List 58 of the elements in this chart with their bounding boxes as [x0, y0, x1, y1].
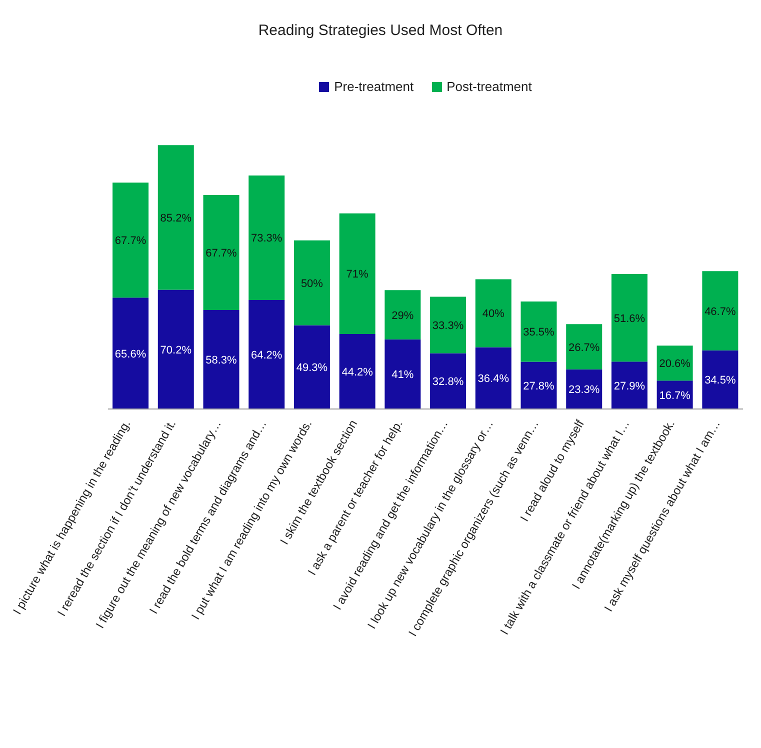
bar [475, 279, 512, 348]
data-label: 26.7% [568, 342, 600, 354]
data-label: 46.7% [704, 306, 736, 318]
data-label: 34.5% [704, 374, 736, 387]
bar [430, 353, 466, 409]
bar [203, 310, 240, 409]
bar [294, 325, 330, 409]
data-label: 85.2% [160, 212, 192, 224]
data-label: 36.4% [478, 373, 510, 386]
legend-label: Pre-treatment [333, 79, 414, 94]
data-label: 40% [482, 308, 505, 320]
data-label: 58.3% [206, 354, 238, 366]
bar [384, 290, 421, 340]
data-label: 65.6% [114, 348, 146, 360]
bar [384, 339, 421, 409]
bar [112, 182, 149, 298]
bar [158, 290, 194, 409]
bar [158, 145, 194, 290]
data-label: 29% [392, 310, 414, 322]
chart-title: Reading Strategies Used Most Often [257, 21, 504, 39]
data-label: 27.8% [523, 380, 555, 392]
data-label: 71% [346, 268, 369, 281]
data-label: 64.2% [251, 349, 282, 362]
bar [656, 346, 693, 381]
data-label: 50% [300, 278, 324, 290]
bar [702, 350, 738, 409]
bar [203, 195, 240, 310]
data-label: 23.3% [568, 384, 600, 396]
data-label: 70.2% [160, 344, 192, 356]
data-label: 73.3% [251, 232, 282, 245]
data-label: 27.9% [614, 380, 646, 392]
bar [520, 302, 557, 362]
bar [112, 298, 149, 409]
bar [566, 324, 602, 370]
data-label: 67.7% [206, 248, 238, 260]
data-label: 51.6% [614, 312, 646, 325]
data-label: 20.6% [659, 358, 691, 370]
bar [294, 240, 330, 326]
bar [339, 334, 376, 409]
bar [566, 369, 602, 409]
bar [248, 176, 285, 300]
bar [520, 362, 557, 409]
bar [248, 300, 285, 409]
legend-label: Post-treatment [446, 79, 532, 94]
bar [339, 213, 376, 334]
data-label: 32.8% [432, 376, 464, 388]
bar [475, 347, 512, 409]
data-label: 44.2% [342, 366, 374, 378]
data-label: 16.7% [659, 390, 691, 402]
data-label: 67.7% [114, 235, 146, 248]
bar [611, 362, 648, 409]
data-label: 49.3% [296, 362, 328, 374]
bar [611, 274, 648, 362]
data-label: 33.3% [432, 320, 464, 332]
data-label: 35.5% [523, 326, 555, 339]
data-label: 41% [392, 369, 414, 382]
bar [702, 271, 738, 350]
bar [430, 296, 466, 354]
